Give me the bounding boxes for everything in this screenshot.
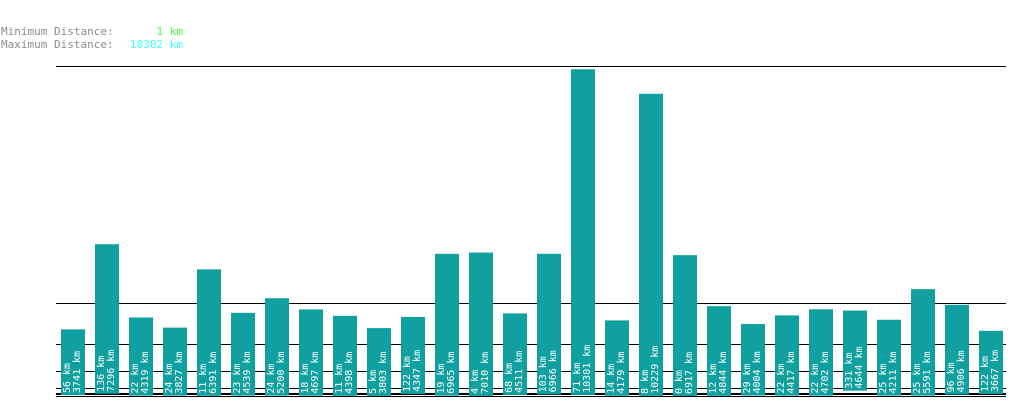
near-distance-label: 5 km: [368, 370, 379, 394]
near-distance-label: 29 km: [742, 363, 753, 393]
far-distance-label: 4697 km: [310, 352, 321, 394]
near-distance-label: 23 km: [232, 364, 243, 394]
bar: [537, 253, 561, 395]
near-distance-label: 136 km: [96, 356, 107, 392]
bar: [401, 316, 425, 395]
min-distance-row: Minimum Distance: 1 km: [1, 25, 183, 38]
min-distance-value: 1 km: [156, 25, 184, 38]
near-distance-label: 24 km: [266, 364, 277, 394]
near-distance-label: 22 km: [810, 364, 821, 394]
far-distance-label: 4906 km: [956, 350, 967, 392]
near-distance-label: 103 km: [538, 356, 549, 392]
near-distance-label: 25 km: [878, 363, 889, 393]
far-distance-label: 5591 km: [922, 351, 933, 393]
far-distance-label: 4347 km: [412, 350, 423, 392]
bar: [299, 309, 323, 396]
far-distance-label: 3827 km: [174, 351, 185, 393]
near-distance-label: 331 km: [844, 353, 855, 389]
bar: [435, 253, 459, 396]
max-distance-label: Maximum Distance:: [1, 38, 114, 51]
bar: [673, 255, 697, 396]
far-distance-label: 6966 km: [548, 350, 559, 392]
far-distance-label: 10229 km: [650, 346, 661, 394]
bar: [605, 320, 629, 396]
far-distance-label: 7296 km: [106, 350, 117, 392]
near-distance-label: 22 km: [776, 364, 787, 394]
bar: [809, 309, 833, 396]
near-distance-label: 56 km: [62, 363, 73, 393]
bar: [911, 289, 935, 396]
near-distance-label: 71 km: [572, 363, 583, 393]
far-distance-label: 4702 km: [820, 351, 831, 393]
far-distance-label: 3803 km: [378, 352, 389, 394]
bar: [61, 329, 85, 396]
bar: [571, 69, 595, 395]
near-distance-label: 0 km: [674, 370, 685, 394]
near-distance-label: 68 km: [504, 363, 515, 393]
bar: [333, 315, 357, 396]
near-distance-label: 22 km: [130, 364, 141, 394]
near-distance-label: 8 km: [640, 370, 651, 394]
bar: [877, 319, 901, 396]
bar: [367, 328, 391, 396]
near-distance-label: 122 km: [980, 356, 991, 392]
bar: [197, 269, 221, 396]
bar: [741, 324, 765, 396]
bar: [163, 327, 187, 396]
far-distance-label: 4004 km: [752, 351, 763, 393]
far-distance-label: 3741 km: [72, 351, 83, 393]
far-distance-label: 4179 km: [616, 352, 627, 394]
near-distance-label: 18 km: [300, 364, 311, 394]
near-distance-label: 11 km: [198, 364, 209, 394]
far-distance-label: 5200 km: [276, 351, 287, 393]
bar: [265, 298, 289, 396]
bar: [707, 306, 731, 396]
bar: [979, 330, 1003, 395]
far-distance-label: 4511 km: [514, 351, 525, 393]
far-distance-label: 4319 km: [140, 351, 151, 393]
bars: 56 km 3741 km 136 km 7296 km 22 km 4319 km 24 …: [61, 69, 1003, 396]
bar: [775, 315, 799, 396]
bar: [639, 93, 663, 396]
far-distance-label: 10301 km: [582, 345, 593, 393]
near-distance-label: 4 km: [470, 370, 481, 394]
far-distance-label: 4398 km: [344, 352, 355, 394]
bar: [95, 244, 119, 394]
max-distance-row: Maximum Distance: 10302 km: [1, 38, 183, 51]
far-distance-label: 6917 km: [684, 352, 695, 394]
near-distance-label: 122 km: [402, 356, 413, 392]
bar: [945, 304, 969, 395]
bar: [503, 313, 527, 395]
bar: [469, 252, 493, 396]
distance-summary: Minimum Distance: 1 km Maximum Distance: 1…: [1, 25, 183, 51]
near-distance-label: 19 km: [436, 364, 447, 394]
far-distance-label: 4539 km: [242, 351, 253, 393]
far-distance-label: 3667 km: [990, 350, 1001, 392]
near-distance-label: 25 km: [912, 363, 923, 393]
min-distance-label: Minimum Distance:: [1, 25, 114, 38]
far-distance-label: 4211 km: [888, 351, 899, 393]
far-distance-label: 4844 km: [718, 352, 729, 394]
far-distance-label: 7010 km: [480, 352, 491, 394]
bar: [843, 310, 867, 391]
max-distance-value: 10302 km: [130, 38, 183, 51]
bar: [231, 312, 255, 396]
near-distance-label: 14 km: [606, 364, 617, 394]
near-distance-label: 24 km: [164, 364, 175, 394]
near-distance-label: 12 km: [708, 364, 719, 394]
far-distance-label: 4417 km: [786, 351, 797, 393]
far-distance-label: 6965 km: [446, 352, 457, 394]
far-distance-label: 4644 km: [854, 346, 865, 388]
near-distance-label: 11 km: [334, 364, 345, 394]
far-distance-label: 6391 km: [208, 352, 219, 394]
near-distance-label: 96 km: [946, 362, 957, 392]
bar: [129, 317, 153, 396]
